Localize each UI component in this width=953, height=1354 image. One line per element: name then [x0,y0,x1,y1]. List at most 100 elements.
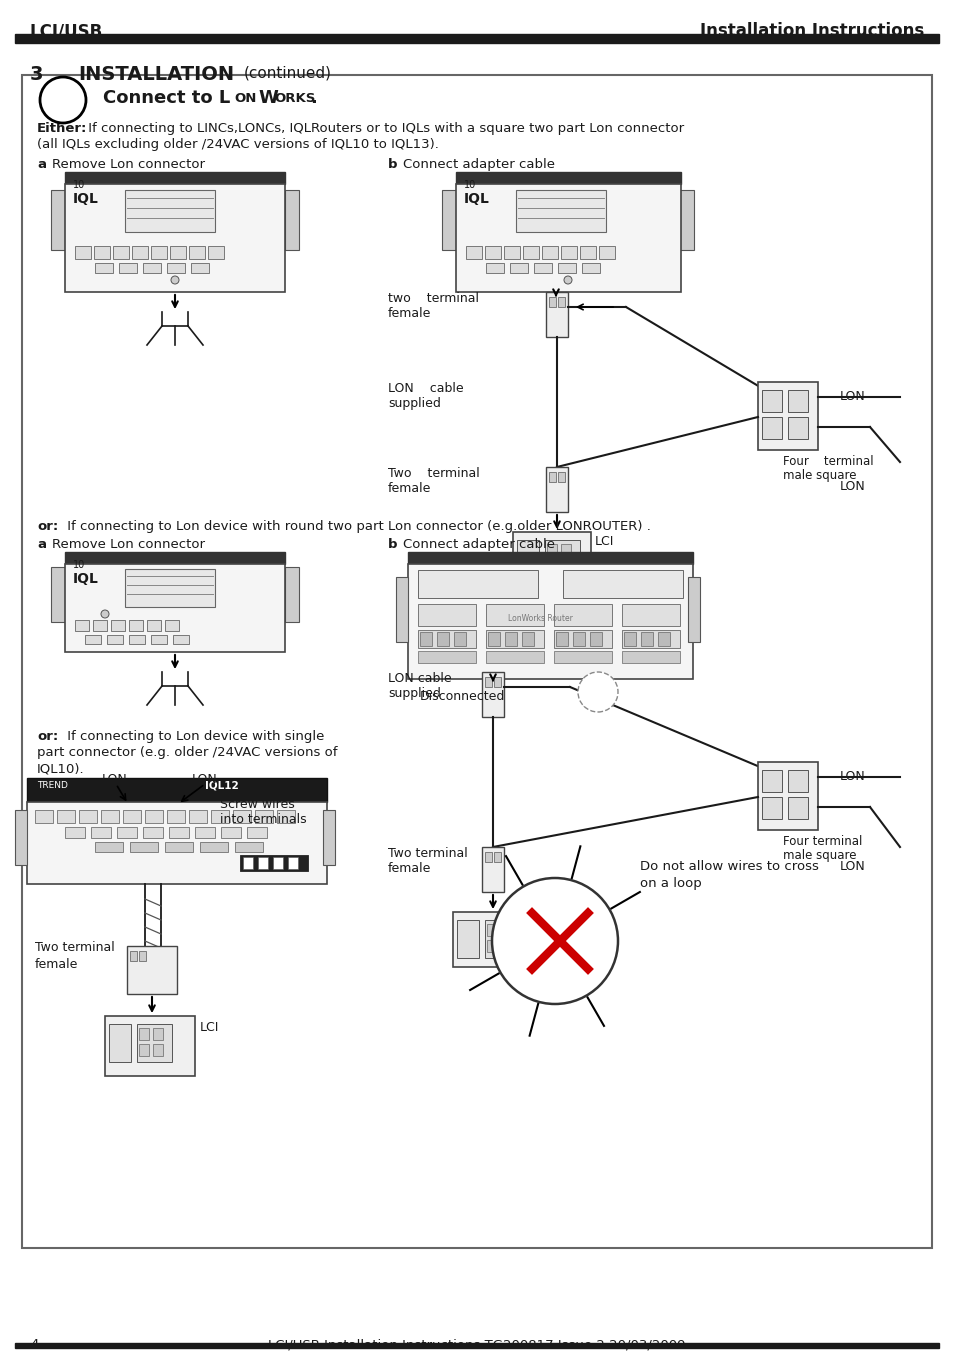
Text: LCI: LCI [535,915,554,927]
Text: on a loop: on a loop [639,877,701,890]
Circle shape [171,276,179,284]
Text: If connecting to Lon device with round two part Lon connector (e.g.older LONROUT: If connecting to Lon device with round t… [63,520,650,533]
Bar [504,632,517,646]
Text: Connect adapter cable: Connect adapter cable [402,158,555,171]
Text: 10: 10 [73,561,85,570]
Bar [560,561,571,571]
Text: IQL: IQL [463,192,489,206]
Text: female: female [35,959,78,971]
Text: or:: or: [37,730,58,743]
Bar [454,632,465,646]
Bar [51,567,65,621]
Bar [758,762,817,830]
Bar [554,630,612,649]
Bar [109,1024,131,1062]
Bar [15,34,938,43]
Bar [257,857,268,869]
Bar [189,246,205,259]
Text: LON: LON [192,773,217,787]
Bar [189,810,207,823]
Text: Remove Lon connector: Remove Lon connector [52,158,205,171]
Bar [579,246,596,259]
Text: If connecting to LINCs,LONCs, IQLRouters or to IQLs with a square two part Lon c: If connecting to LINCs,LONCs, IQLRouters… [84,122,683,135]
Bar [152,1044,163,1056]
Bar [521,632,534,646]
Bar [65,552,285,565]
Text: .: . [310,89,316,107]
Bar [139,1028,149,1040]
Bar [200,842,228,852]
Bar [130,842,158,852]
Bar [285,190,298,250]
Text: two    terminal: two terminal [388,292,478,305]
Bar [484,677,492,686]
Bar [107,635,123,645]
Bar [117,827,137,838]
Text: IQL10).: IQL10). [37,762,85,774]
Bar [640,632,652,646]
Text: Disconnected: Disconnected [419,691,505,703]
Bar [35,810,53,823]
Text: Four terminal: Four terminal [782,835,862,848]
Bar [273,857,283,869]
Text: IQL: IQL [73,571,99,586]
Bar [170,246,186,259]
Text: LON cable: LON cable [388,672,451,685]
Bar [91,827,111,838]
Bar [254,810,273,823]
Bar [687,577,700,642]
Text: b: b [388,538,397,551]
Bar [761,770,781,792]
Text: Two terminal: Two terminal [35,941,114,955]
Bar [95,842,123,852]
Bar [598,246,615,259]
Bar [145,810,163,823]
Text: female: female [388,862,431,875]
Text: male square: male square [782,468,856,482]
Bar [169,827,189,838]
Bar [288,857,297,869]
Bar [554,651,612,663]
Text: LCI/USB Installation Instructions TG200817 Issue 2 20/03/2009: LCI/USB Installation Instructions TG2008… [268,1338,685,1351]
Bar [247,827,267,838]
Bar [132,246,148,259]
Bar [127,946,177,994]
Bar [621,651,679,663]
Bar [485,630,543,649]
Bar [560,246,577,259]
Text: a: a [37,538,46,551]
Bar [761,798,781,819]
Bar [125,190,214,232]
Bar [456,172,680,184]
Bar [510,263,527,274]
Bar [546,561,557,571]
Bar [554,604,612,626]
Bar [484,919,519,959]
Text: If connecting to Lon device with single: If connecting to Lon device with single [63,730,324,743]
Bar [165,620,179,631]
Text: 10: 10 [463,180,476,190]
Bar [94,246,110,259]
Bar [621,630,679,649]
Text: supplied: supplied [388,686,440,700]
Bar [22,74,931,1248]
Bar [137,1024,172,1062]
Text: Do not allow wires to cross: Do not allow wires to cross [639,860,818,873]
Text: IQL12: IQL12 [205,781,238,791]
Bar [152,1028,163,1040]
Bar [85,635,101,645]
Bar [546,544,557,556]
Bar [621,604,679,626]
Circle shape [563,276,572,284]
Bar [285,567,298,621]
Circle shape [40,77,86,123]
Text: TREND: TREND [37,781,68,789]
Text: LCI/USB: LCI/USB [30,22,103,41]
Bar [556,632,567,646]
Bar [548,297,556,307]
Text: Two    terminal: Two terminal [388,467,479,481]
Text: Installation Instructions: Installation Instructions [699,22,923,41]
Text: LON    cable: LON cable [388,382,463,395]
Bar [129,635,145,645]
Bar [481,672,503,718]
